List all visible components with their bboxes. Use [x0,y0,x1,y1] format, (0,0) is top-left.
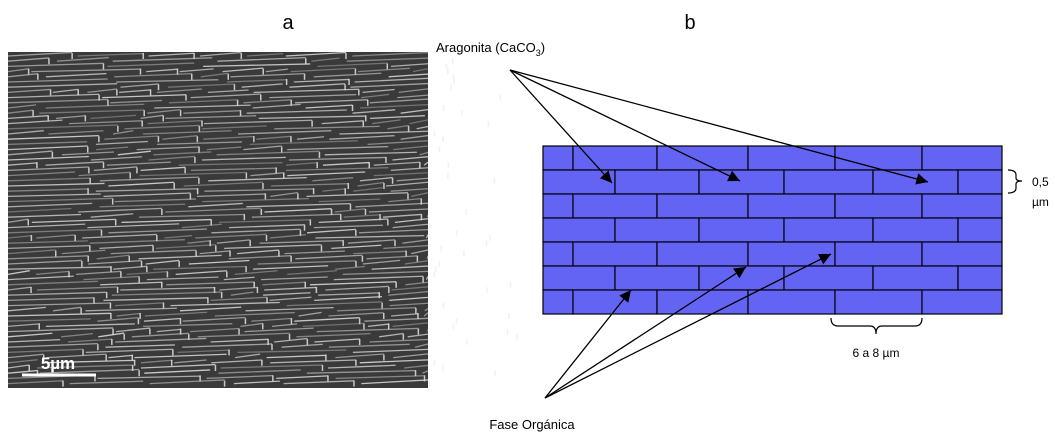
brick [573,146,657,170]
brick [922,290,1002,314]
aragonita-label: Aragonita (CaCO3) [436,40,545,58]
brick [657,242,748,266]
brick [748,146,835,170]
figure: a 5µm b Aragonita (CaCO3) Fase Orgánica … [0,0,1055,435]
brick [543,290,573,314]
brick [958,170,1002,194]
panel-label: b [684,12,695,34]
brick [873,266,958,290]
brick [657,194,748,218]
brick [835,242,922,266]
lamella [427,256,428,259]
aragonita-suffix: ) [541,40,545,55]
brick [748,194,835,218]
brick [543,242,573,266]
panel-label: a [282,12,294,34]
brick [958,266,1002,290]
brick [784,170,873,194]
brick [573,194,657,218]
brick [873,170,958,194]
brick [543,146,573,170]
thickness-unit: µm [1032,195,1049,209]
lamella [427,329,428,332]
brick [784,218,873,242]
brick [699,170,784,194]
brick [835,290,922,314]
length-brace [831,318,922,334]
brick [615,266,699,290]
brick [543,194,573,218]
brick [573,242,657,266]
thickness-value: 0,5 [1032,175,1049,189]
brick [835,194,922,218]
thickness-brace [1008,170,1022,193]
brick [615,170,699,194]
brick [615,218,699,242]
brick-wall [543,146,1002,314]
brick [873,218,958,242]
brick [922,194,1002,218]
brick [922,242,1002,266]
brick [657,146,748,170]
brick [748,242,835,266]
aragonita-text: Aragonita (CaCO [436,40,536,55]
scale-bar-label: 5µm [41,354,75,373]
brick [543,218,615,242]
page: {"panel_a": {"label": "a", "scale_bar": … [0,0,1055,435]
length-label: 6 a 8 µm [853,346,900,360]
micrograph [8,52,517,388]
brick [958,218,1002,242]
brick [748,290,835,314]
fase-organica-label: Fase Orgánica [489,417,575,432]
brick [543,266,615,290]
brick [784,266,873,290]
brick [922,146,1002,170]
brick [699,218,784,242]
brick [835,146,922,170]
